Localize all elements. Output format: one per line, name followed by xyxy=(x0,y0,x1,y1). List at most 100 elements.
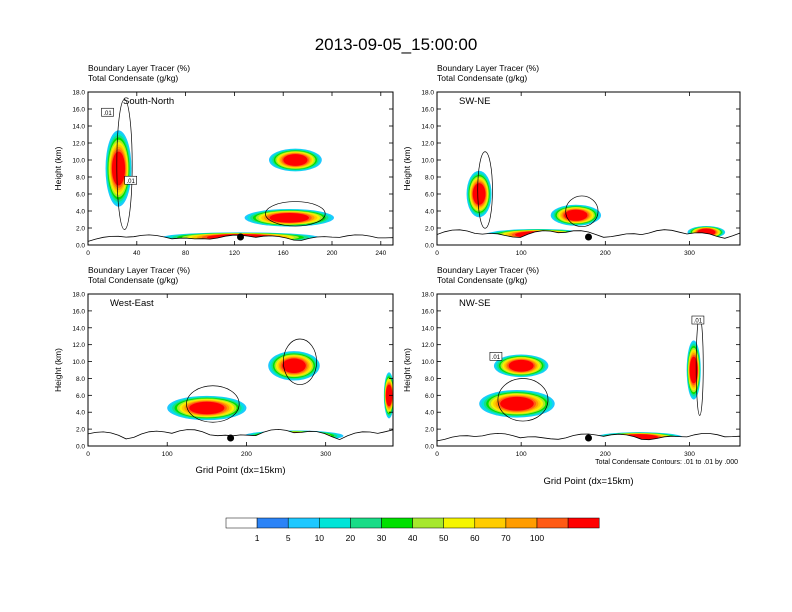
cross-section-label: SW-NE xyxy=(459,96,491,107)
y-tick-label: 16.0 xyxy=(72,107,85,114)
y-tick-label: 8.0 xyxy=(76,376,85,383)
x-tick-label: 0 xyxy=(435,451,439,458)
colorbar-label: 10 xyxy=(315,533,325,543)
colorbar-swatch xyxy=(412,517,444,529)
x-tick-label: 0 xyxy=(435,250,439,257)
colorbar-swatch xyxy=(505,517,538,529)
y-tick-label: 4.0 xyxy=(425,410,434,417)
contour-label: .01 xyxy=(492,355,501,361)
tracer-field xyxy=(437,151,740,245)
tracer-plume-band xyxy=(472,183,486,205)
y-tick-label: 10.0 xyxy=(421,158,434,165)
y-axis-label: Height (km) xyxy=(402,348,412,392)
plot-frame xyxy=(87,293,394,447)
colorbar-label: 40 xyxy=(408,533,418,543)
y-tick-label: 6.0 xyxy=(425,192,434,199)
y-tick-label: 10.0 xyxy=(72,158,85,165)
y-tick-label: 6.0 xyxy=(76,192,85,199)
y-tick-label: 14.0 xyxy=(72,325,85,332)
x-tick-label: 100 xyxy=(516,250,527,257)
x-tick-label: 160 xyxy=(278,250,289,257)
y-tick-label: 16.0 xyxy=(72,308,85,315)
condensate-contour xyxy=(116,99,133,230)
y-tick-label: 18.0 xyxy=(421,292,434,299)
panel-title-condensate: Total Condensate (g/kg) xyxy=(437,275,527,285)
y-tick-label: 10.0 xyxy=(421,359,434,366)
y-tick-label: 2.0 xyxy=(76,427,85,434)
colorbar-swatch xyxy=(256,517,289,529)
contour-label-box xyxy=(101,107,114,117)
panel-south-north: Boundary Layer Tracer (%)Total Condensat… xyxy=(53,63,394,257)
tracer-plume-band xyxy=(508,359,534,372)
panel-title-tracer: Boundary Layer Tracer (%) xyxy=(437,63,539,73)
y-tick-label: 0.0 xyxy=(76,444,85,451)
colorbar-swatch xyxy=(381,517,413,529)
location-marker xyxy=(227,434,235,442)
colorbar-label: 5 xyxy=(286,533,291,543)
tracer-field xyxy=(88,99,393,245)
y-tick-label: 18.0 xyxy=(421,90,434,97)
location-marker xyxy=(237,233,244,241)
y-tick-label: 4.0 xyxy=(76,410,85,417)
y-axis-label: Height (km) xyxy=(53,348,63,392)
y-tick-label: 8.0 xyxy=(76,175,85,182)
colorbar-label: 30 xyxy=(377,533,387,543)
y-tick-label: 18.0 xyxy=(72,90,85,97)
tracer-plume-band xyxy=(111,151,126,186)
x-tick-label: 100 xyxy=(516,451,527,458)
y-tick-label: 16.0 xyxy=(421,107,434,114)
contour-label: .01 xyxy=(694,319,703,325)
colorbar-label: 100 xyxy=(530,533,544,543)
tracer-plume-band xyxy=(689,356,698,384)
y-tick-label: 0.0 xyxy=(425,243,434,250)
y-tick-label: 12.0 xyxy=(72,342,85,349)
y-tick-label: 8.0 xyxy=(425,175,434,182)
contour-label-box xyxy=(489,352,503,361)
tracer-field xyxy=(88,338,393,446)
y-axis-label: Height (km) xyxy=(402,146,412,190)
tracer-plume-band xyxy=(283,154,308,166)
y-tick-label: 6.0 xyxy=(425,393,434,400)
plot-frame xyxy=(87,91,394,246)
y-tick-label: 10.0 xyxy=(72,359,85,366)
x-tick-label: 0 xyxy=(86,250,90,257)
footnote: Total Condensate Contours: .01 to .01 by… xyxy=(595,459,738,466)
x-tick-label: 0 xyxy=(86,451,90,458)
colorbar-label: 60 xyxy=(470,533,480,543)
x-tick-label: 300 xyxy=(320,451,331,458)
colorbar-label: 70 xyxy=(501,533,511,543)
y-tick-label: 12.0 xyxy=(72,141,85,148)
y-tick-label: 4.0 xyxy=(425,209,434,216)
y-tick-label: 8.0 xyxy=(425,376,434,383)
y-tick-label: 0.0 xyxy=(425,444,434,451)
plot-frame xyxy=(436,293,741,447)
y-tick-label: 6.0 xyxy=(76,393,85,400)
panel-title-condensate: Total Condensate (g/kg) xyxy=(88,275,178,285)
colorbar-swatch xyxy=(225,517,258,529)
terrain-profile xyxy=(88,428,393,446)
x-tick-label: 120 xyxy=(229,250,240,257)
panel-title-condensate: Total Condensate (g/kg) xyxy=(88,73,178,83)
y-tick-label: 14.0 xyxy=(421,124,434,131)
panel-sw-ne: Boundary Layer Tracer (%)Total Condensat… xyxy=(402,63,741,257)
x-tick-label: 300 xyxy=(684,451,695,458)
condensate-contour xyxy=(282,338,317,385)
tracer-plume-band xyxy=(564,209,588,221)
location-marker xyxy=(585,233,592,241)
condensate-contour xyxy=(186,385,240,423)
panel-nw-se: Boundary Layer Tracer (%)Total Condensat… xyxy=(402,265,741,487)
x-tick-label: 40 xyxy=(133,250,141,257)
colorbar-swatch xyxy=(319,517,351,529)
panel-title-condensate: Total Condensate (g/kg) xyxy=(437,73,527,83)
colorbar-swatch xyxy=(287,517,320,529)
panel-title-tracer: Boundary Layer Tracer (%) xyxy=(88,265,190,275)
y-tick-label: 12.0 xyxy=(421,342,434,349)
x-tick-label: 200 xyxy=(327,250,338,257)
y-axis-label: Height (km) xyxy=(53,146,63,190)
x-axis-label: Grid Point (dx=15km) xyxy=(543,476,633,487)
panel-west-east: Boundary Layer Tracer (%)Total Condensat… xyxy=(53,265,394,476)
contour-label-box xyxy=(124,175,137,185)
colorbar-swatch xyxy=(350,517,382,529)
y-tick-label: 4.0 xyxy=(76,209,85,216)
y-tick-label: 16.0 xyxy=(421,308,434,315)
